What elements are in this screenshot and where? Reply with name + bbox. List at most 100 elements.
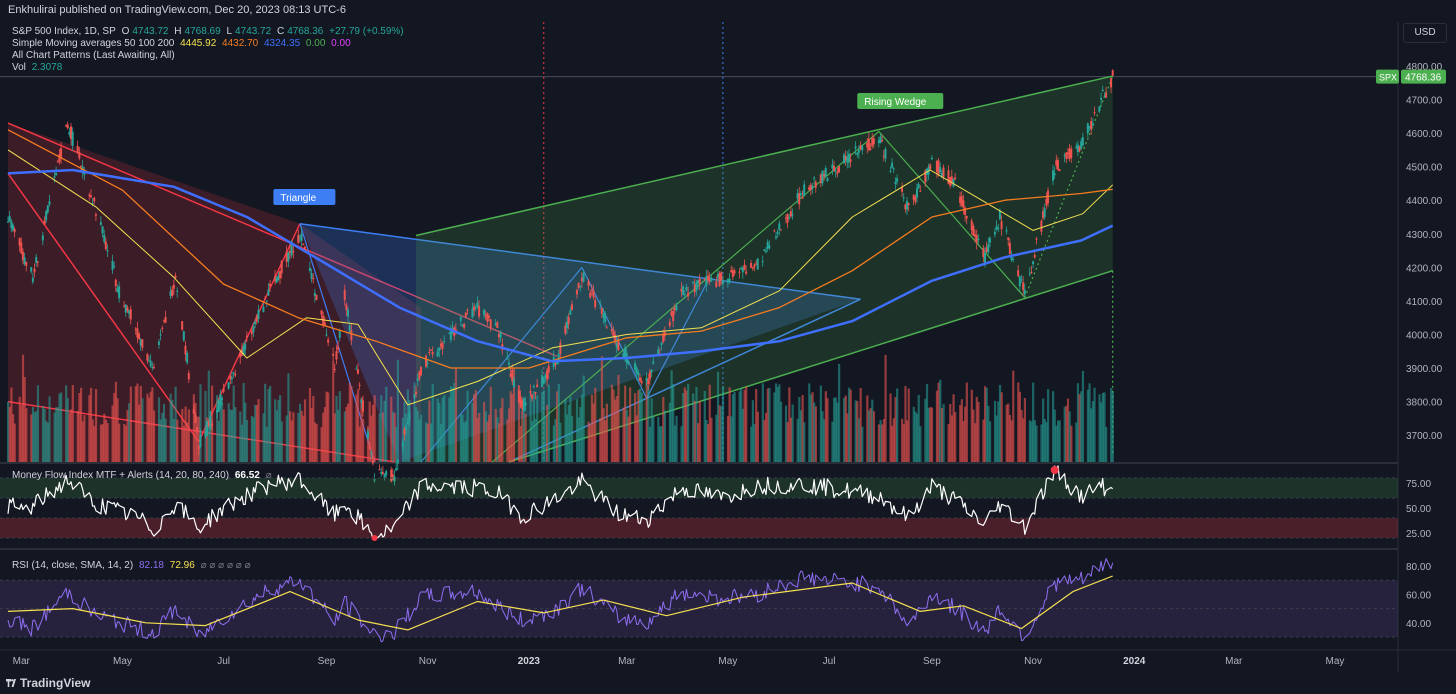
volume-bar [441,397,444,462]
candle-body [380,471,383,474]
candle-body [65,125,68,127]
candle-body [1055,160,1058,166]
volume-bar [373,395,376,462]
downtrend-leg [7,172,200,443]
volume-bar [740,388,743,462]
candle-body [998,210,1001,220]
candle-body [378,469,381,471]
volume-bar [801,395,804,462]
volume-bar [106,423,109,462]
candle-body [245,335,248,338]
trading-chart[interactable]: Triangle Rising Wedge 3700.00 3800.00 3900.0… [0,22,1456,672]
volume-bar [657,417,660,462]
mfi-value: 66.52 [234,470,260,481]
volume-bar [556,391,559,462]
candle-body [612,331,615,337]
volume-bar [429,423,433,462]
time-tick-label: Sep [923,656,941,667]
volume-bar [949,404,952,462]
candle-body [312,278,315,280]
volume-bar [637,390,640,462]
candle-body [715,281,718,287]
volume-bar [625,409,628,462]
candle-body [728,278,731,282]
candle-body [1022,282,1025,290]
candle-body [172,284,175,289]
candle-body [93,197,96,202]
volume-bar [1042,398,1045,462]
volume-bar [629,387,632,462]
price-tick-label: 4800.00 [1406,62,1443,73]
volume-bar [438,403,441,462]
candle-body [1056,160,1059,170]
price-tick-label: 4600.00 [1406,129,1443,140]
volume-bar [204,390,207,462]
volume-bar [327,392,330,462]
volume-bar [1066,398,1070,462]
volume-bar [987,405,990,462]
candle-body [698,278,701,284]
volume-bar [13,423,16,462]
volume-bar [60,392,63,462]
candle-body [327,339,330,343]
candle-body [765,251,768,253]
candle-body [438,347,441,351]
candle-body [738,271,741,273]
volume-bar [881,424,884,462]
candle-body [917,184,920,189]
candle-body [708,278,711,282]
rsi-ma-value: 72.96 [169,560,195,571]
volume-bar [587,421,590,462]
candle-body [426,362,429,364]
volume-bar [867,410,871,462]
candle-body [974,234,977,237]
volume-bar [83,415,86,462]
volume-bar [391,411,395,462]
volume-bar [1078,394,1081,462]
candle-body [600,308,603,314]
candle-body [393,476,396,482]
candle-body [705,276,708,286]
candle-body [559,342,562,354]
volume-bar [531,420,534,462]
currency-button[interactable]: USD [1403,23,1447,43]
candle-body [894,182,897,184]
volume-bar [1100,402,1103,462]
candle-body [930,157,933,160]
volume-bar [124,425,127,462]
volume-bar [36,385,40,462]
candle-body [1068,148,1071,159]
candle-body [768,245,771,249]
candle-body [786,214,789,223]
candle-body [779,229,782,231]
candle-body [441,342,444,349]
patterns-label: All Chart Patterns (Last Awaiting, All) [12,50,175,61]
candle-body [315,294,318,301]
candle-body [499,332,502,338]
candle-body [356,369,359,374]
candle-body [693,284,696,293]
volume-bar [857,418,861,462]
volume-bar [390,396,393,462]
volume-bar [488,414,491,462]
candle-body [972,226,975,236]
time-tick-label: Nov [419,656,437,667]
candle-body [99,221,102,225]
rsi-ma-line [7,575,1113,631]
mfi-extra: ⌀ [265,470,272,481]
candle-body [396,459,399,464]
volume-bar [149,391,152,462]
volume-bar [406,389,409,462]
volume-bar [71,384,74,462]
candle-body [164,316,167,323]
candle-body [826,178,829,181]
volume-bar [974,423,977,462]
candle-body [76,145,79,154]
volume-bar [627,416,630,462]
volume-bar [431,384,434,462]
volume-bar [1093,387,1096,462]
volume-bar [250,416,254,462]
volume-bar [892,418,895,462]
candle-body [199,434,202,448]
volume-bar [633,393,637,462]
